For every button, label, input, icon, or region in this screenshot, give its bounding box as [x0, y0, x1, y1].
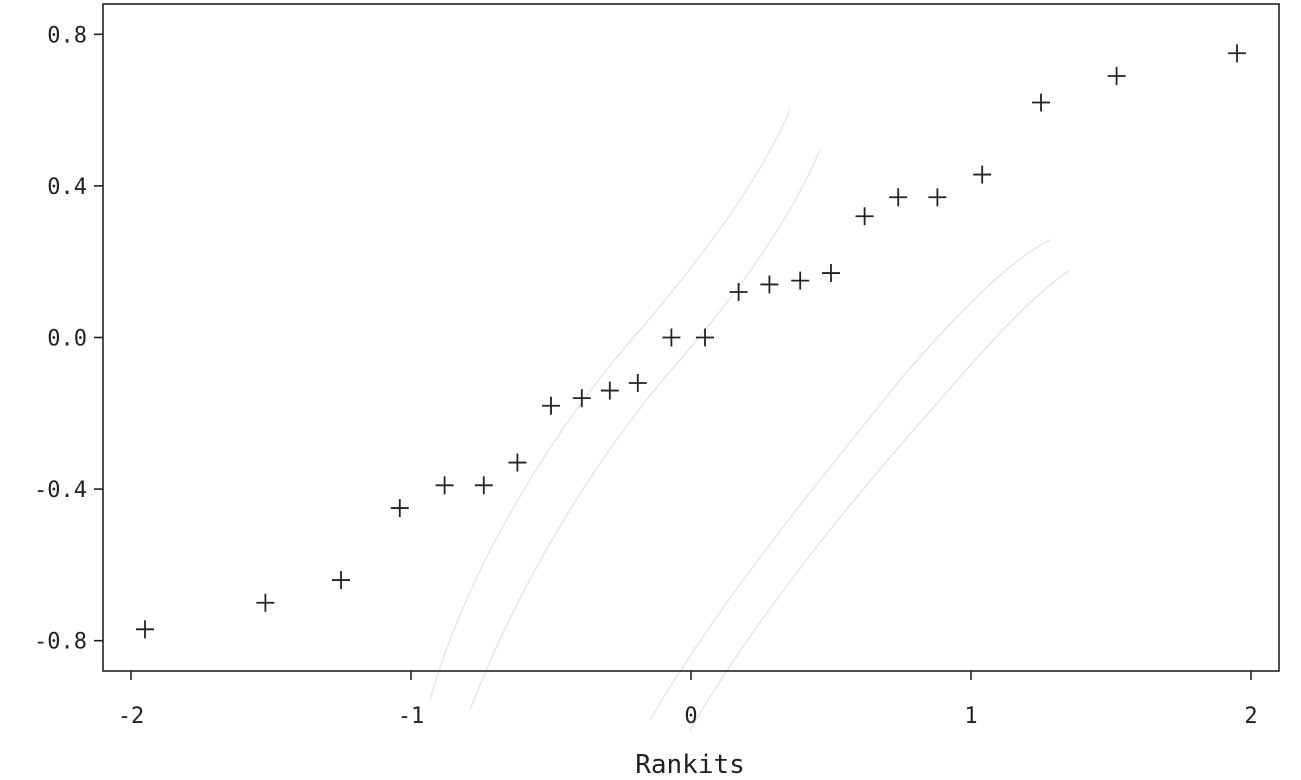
y-tick-label: 0.0 — [47, 327, 87, 352]
data-point-marker — [696, 328, 714, 347]
data-point-marker — [928, 188, 947, 207]
x-tick-label: -2 — [118, 704, 145, 729]
data-point-marker — [435, 476, 454, 495]
plot-frame — [102, 3, 1280, 672]
x-tick-label: 1 — [964, 704, 977, 729]
data-point-marker — [256, 593, 275, 612]
data-point-marker — [1228, 44, 1246, 63]
data-point-marker — [332, 571, 350, 590]
data-point-marker — [822, 264, 840, 283]
data-point-marker — [973, 165, 992, 184]
data-point-marker — [1032, 93, 1050, 112]
data-points — [136, 44, 1246, 639]
data-point-marker — [572, 389, 591, 408]
watermark-decoration — [429, 109, 1071, 731]
data-point-marker — [390, 499, 409, 518]
x-axis: -2 -1 0 1 2 — [118, 671, 1258, 729]
x-tick-label: 0 — [684, 704, 697, 729]
data-point-marker — [136, 620, 154, 639]
data-point-marker — [855, 207, 874, 226]
y-tick-label: 0.8 — [47, 23, 87, 48]
data-point-marker — [1107, 67, 1126, 86]
y-tick-label: -0.8 — [34, 630, 87, 655]
x-tick-label: 2 — [1244, 704, 1257, 729]
y-axis: -0.8 -0.4 0.0 0.4 0.8 — [34, 23, 103, 655]
data-point-marker — [474, 476, 493, 495]
y-tick-label: -0.4 — [34, 478, 87, 503]
x-tick-label: -1 — [398, 704, 425, 729]
data-point-marker — [729, 283, 748, 302]
data-point-marker — [760, 275, 779, 294]
data-point-marker — [662, 328, 681, 347]
data-point-marker — [600, 381, 619, 400]
data-point-marker — [508, 453, 527, 472]
data-point-marker — [542, 396, 560, 415]
y-tick-label: 0.4 — [47, 175, 87, 200]
data-point-marker — [889, 188, 908, 207]
data-point-marker — [628, 373, 647, 392]
data-point-marker — [791, 271, 810, 290]
x-axis-label: Rankits — [635, 750, 745, 780]
